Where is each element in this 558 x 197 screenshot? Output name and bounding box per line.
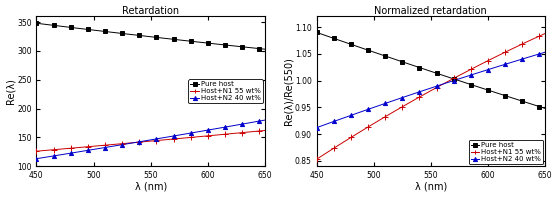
Legend: Pure host, Host+N1 55 wt%, Host+N2 40 wt%: Pure host, Host+N1 55 wt%, Host+N2 40 wt… bbox=[469, 140, 543, 164]
Legend: Pure host, Host+N1 55 wt%, Host+N2 40 wt%: Pure host, Host+N1 55 wt%, Host+N2 40 wt… bbox=[189, 79, 263, 103]
X-axis label: λ (nm): λ (nm) bbox=[415, 181, 447, 191]
Title: Retardation: Retardation bbox=[122, 6, 179, 16]
Title: Normalized retardation: Normalized retardation bbox=[374, 6, 487, 16]
Y-axis label: Re(λ): Re(λ) bbox=[6, 78, 16, 104]
Y-axis label: Re(λ)/Re(550): Re(λ)/Re(550) bbox=[283, 57, 294, 125]
X-axis label: λ (nm): λ (nm) bbox=[134, 181, 167, 191]
